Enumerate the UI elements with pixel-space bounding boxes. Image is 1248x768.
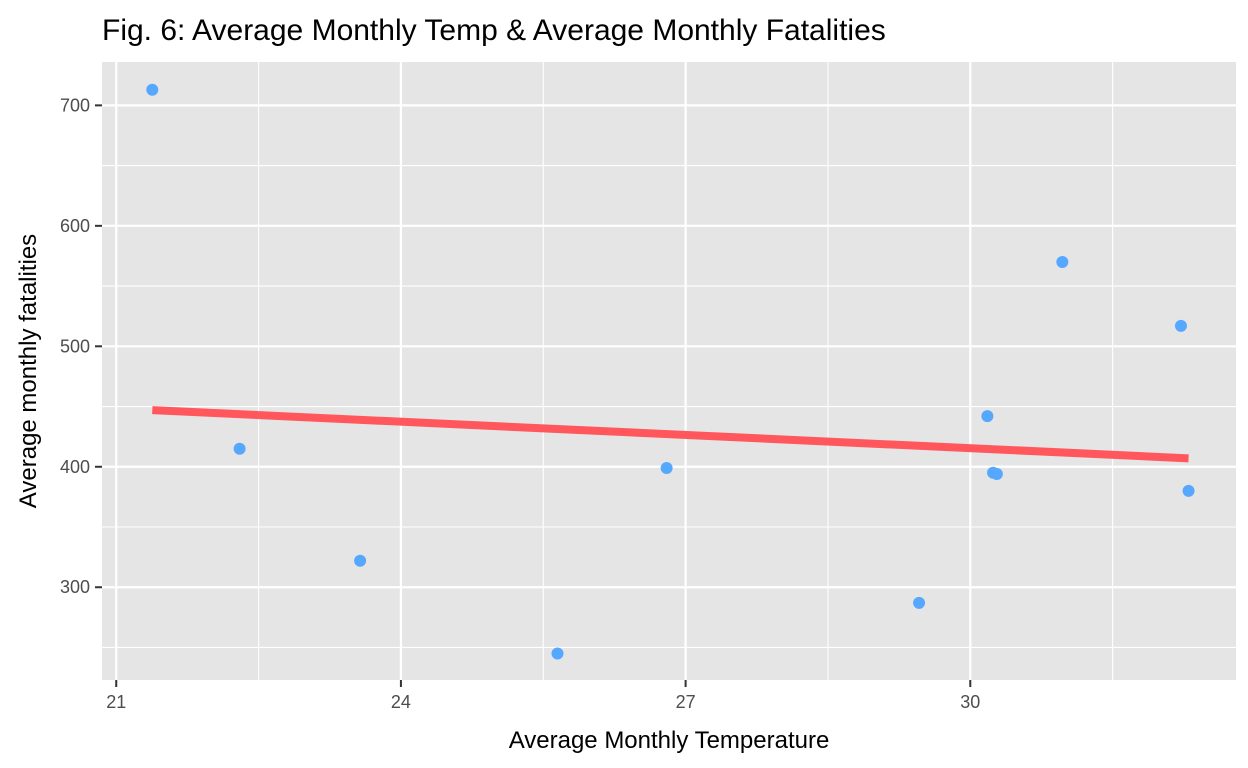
y-tick-label: 600 bbox=[60, 216, 90, 236]
chart-title: Fig. 6: Average Monthly Temp & Average M… bbox=[102, 14, 886, 47]
x-tick-label: 30 bbox=[960, 692, 980, 712]
data-point bbox=[990, 468, 1003, 480]
y-tick-label: 700 bbox=[60, 95, 90, 115]
x-tick-label: 27 bbox=[676, 692, 696, 712]
y-tick-label: 300 bbox=[60, 577, 90, 597]
data-point bbox=[660, 461, 673, 474]
data-point bbox=[1174, 319, 1187, 332]
y-axis: 300 400 500 600 700 bbox=[60, 95, 102, 597]
x-tick-label: 24 bbox=[391, 692, 411, 712]
y-tick-label: 400 bbox=[60, 457, 90, 477]
plot-panel bbox=[102, 62, 1236, 680]
data-point bbox=[551, 647, 564, 660]
data-point bbox=[1056, 255, 1069, 268]
data-point bbox=[981, 410, 994, 423]
minor-gridlines bbox=[102, 62, 1236, 680]
trend-line bbox=[152, 406, 1189, 463]
data-point bbox=[233, 442, 246, 455]
data-point bbox=[146, 83, 159, 96]
fit-line-group bbox=[152, 406, 1189, 463]
data-point bbox=[1182, 484, 1195, 497]
x-tick-label: 21 bbox=[106, 692, 126, 712]
data-points bbox=[146, 83, 1195, 660]
data-point bbox=[913, 596, 926, 609]
y-axis-title: Average monthly fatalities bbox=[15, 234, 42, 508]
data-point bbox=[354, 554, 367, 567]
x-axis-title: Average Monthly Temperature bbox=[509, 727, 830, 754]
y-tick-label: 500 bbox=[60, 336, 90, 356]
x-axis: 21 24 27 30 bbox=[106, 680, 980, 712]
